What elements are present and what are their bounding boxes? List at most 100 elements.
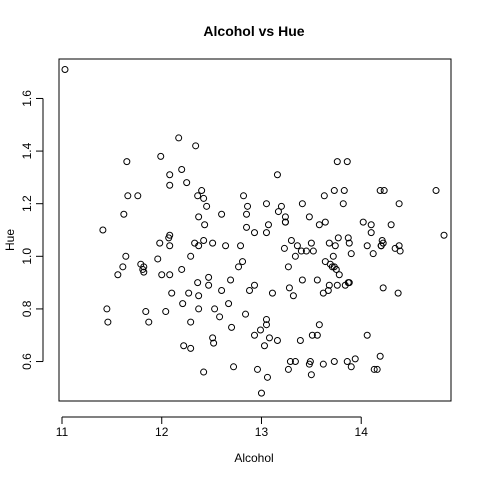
data-point	[198, 187, 206, 195]
data-point	[273, 336, 281, 344]
data-point	[194, 192, 202, 200]
data-point	[104, 318, 112, 326]
data-point	[194, 279, 202, 287]
data-point	[195, 305, 203, 313]
data-point	[242, 310, 250, 318]
data-point	[377, 242, 385, 250]
data-point	[330, 187, 338, 195]
data-point	[297, 247, 305, 255]
data-point	[321, 218, 329, 226]
data-point	[257, 389, 265, 397]
data-point	[289, 292, 297, 300]
data-point	[168, 289, 176, 297]
data-point	[332, 265, 340, 273]
data-point	[218, 287, 226, 295]
data-point	[363, 331, 371, 339]
data-point	[296, 336, 304, 344]
data-point	[363, 242, 371, 250]
data-point	[330, 358, 338, 366]
data-point	[119, 263, 127, 271]
data-point	[179, 300, 187, 308]
data-point	[277, 202, 285, 210]
y-axis-label: Hue	[3, 229, 17, 251]
data-point	[333, 281, 341, 289]
data-point	[195, 213, 203, 221]
data-point	[227, 276, 235, 284]
data-point	[256, 326, 264, 334]
y-tick-label: 1.4	[20, 142, 34, 159]
data-point	[333, 158, 341, 166]
data-point	[200, 194, 208, 202]
data-point	[298, 200, 306, 208]
data-point	[61, 66, 69, 74]
data-point	[370, 365, 378, 373]
data-point	[284, 263, 292, 271]
chart-title: Alcohol vs Hue	[203, 23, 304, 39]
data-point	[319, 360, 327, 368]
y-axis-ticks: 0.6 0.8 1.0 1.2 1.4 1.6	[20, 90, 43, 370]
data-point	[287, 237, 295, 245]
data-point	[298, 276, 306, 284]
x-tick-label: 13	[255, 425, 269, 439]
data-point	[120, 210, 128, 218]
data-point	[239, 258, 247, 266]
data-point	[262, 315, 270, 323]
data-point	[140, 268, 148, 276]
data-point	[237, 242, 245, 250]
data-point	[166, 171, 174, 179]
data-point	[216, 313, 224, 321]
data-point	[263, 373, 271, 381]
data-point	[262, 200, 270, 208]
data-point	[347, 250, 355, 258]
y-tick-label: 0.8	[20, 300, 34, 317]
data-point	[320, 192, 328, 200]
data-point	[154, 255, 162, 263]
data-point	[203, 202, 211, 210]
data-point	[313, 276, 321, 284]
x-axis-ticks: 11 12 13 14	[56, 417, 368, 439]
data-point	[99, 226, 107, 234]
data-point	[321, 258, 329, 266]
data-point	[114, 271, 122, 279]
data-point	[187, 252, 195, 260]
data-point	[339, 200, 347, 208]
data-point	[225, 300, 233, 308]
data-point	[325, 239, 333, 247]
data-point	[281, 213, 289, 221]
data-point	[273, 171, 281, 179]
data-point	[291, 358, 299, 366]
data-point	[293, 242, 301, 250]
data-point	[291, 252, 299, 260]
data-point	[201, 221, 209, 229]
data-point	[211, 305, 219, 313]
data-points	[61, 66, 448, 397]
data-point	[268, 289, 276, 297]
data-point	[325, 281, 333, 289]
data-point	[262, 229, 270, 237]
data-point	[243, 223, 251, 231]
data-point	[432, 187, 440, 195]
data-point	[340, 187, 348, 195]
data-point	[178, 265, 186, 273]
data-point	[145, 318, 153, 326]
data-point	[124, 192, 132, 200]
x-tick-label: 11	[56, 425, 69, 439]
y-tick-label: 0.6	[20, 353, 34, 370]
x-axis-label: Alcohol	[234, 451, 273, 465]
y-tick-label: 1.6	[20, 90, 34, 107]
data-point	[286, 358, 294, 366]
data-point	[274, 208, 282, 216]
data-point	[380, 187, 388, 195]
data-point	[200, 368, 208, 376]
data-point	[313, 331, 321, 339]
data-point	[387, 221, 395, 229]
data-point	[166, 231, 174, 239]
data-point	[262, 321, 270, 329]
x-tick-label: 14	[355, 425, 369, 439]
data-point	[157, 152, 165, 160]
data-point	[306, 358, 314, 366]
data-point	[334, 234, 342, 242]
data-point	[222, 242, 230, 250]
data-point	[228, 323, 236, 331]
